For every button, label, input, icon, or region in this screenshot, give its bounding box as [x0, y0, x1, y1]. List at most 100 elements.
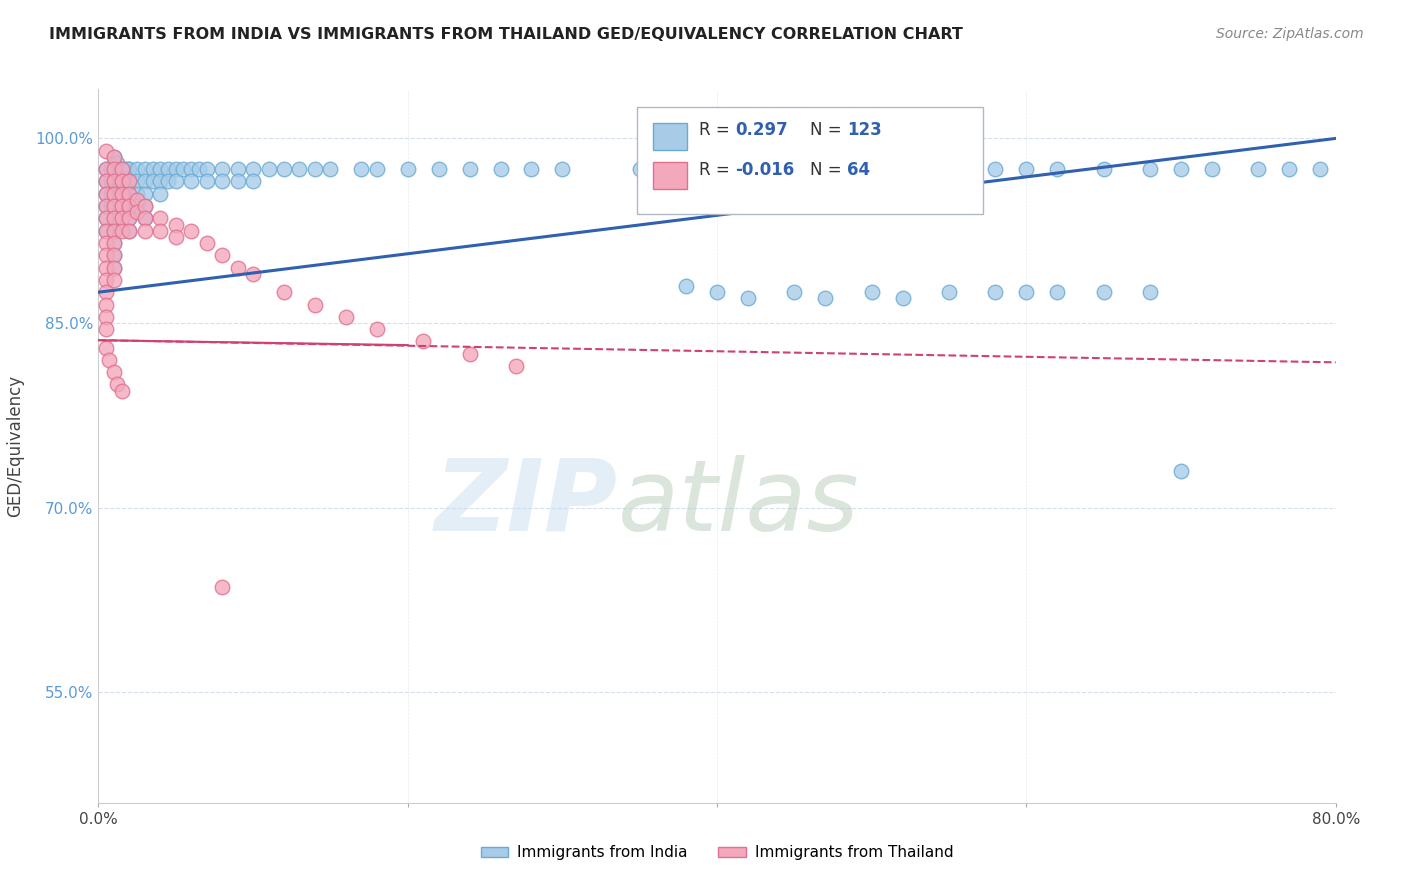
Point	[860, 162, 883, 177]
Point	[114, 174, 136, 188]
Point	[1139, 285, 1161, 300]
Text: 64: 64	[846, 161, 870, 178]
Point	[96, 273, 118, 287]
Point	[860, 285, 883, 300]
Point	[118, 224, 141, 238]
Point	[112, 169, 135, 183]
Point	[111, 186, 132, 201]
Point	[103, 224, 125, 238]
Point	[111, 174, 132, 188]
Point	[706, 285, 728, 300]
Point	[628, 162, 651, 177]
Point	[127, 162, 149, 177]
Point	[211, 581, 233, 595]
Point	[103, 224, 125, 238]
Point	[520, 162, 543, 177]
Point	[103, 199, 125, 213]
Point	[100, 199, 122, 213]
Point	[103, 186, 125, 201]
Point	[675, 162, 697, 177]
Text: Source: ZipAtlas.com: Source: ZipAtlas.com	[1216, 27, 1364, 41]
Point	[127, 193, 149, 207]
Point	[103, 174, 125, 188]
Point	[1092, 285, 1115, 300]
Point	[96, 162, 118, 177]
Point	[105, 156, 128, 170]
Point	[180, 174, 202, 188]
Point	[304, 297, 326, 311]
Point	[458, 347, 481, 361]
Point	[1201, 162, 1223, 177]
Point	[118, 224, 141, 238]
Text: N =: N =	[810, 161, 846, 178]
Point	[118, 211, 141, 226]
Point	[118, 162, 141, 177]
Point	[211, 248, 233, 262]
Point	[172, 162, 194, 177]
Point	[111, 162, 132, 177]
Point	[938, 285, 960, 300]
Point	[783, 285, 806, 300]
Point	[706, 162, 728, 177]
Point	[830, 162, 852, 177]
Text: 123: 123	[846, 121, 882, 139]
Point	[211, 162, 233, 177]
Point	[105, 169, 128, 183]
Text: R =: R =	[699, 121, 734, 139]
Point	[103, 365, 125, 379]
Point	[1092, 162, 1115, 177]
Point	[157, 162, 180, 177]
Point	[115, 169, 138, 183]
Point	[111, 174, 132, 188]
Point	[111, 199, 132, 213]
Point	[226, 162, 249, 177]
Point	[149, 174, 172, 188]
Point	[1139, 162, 1161, 177]
Text: ZIP: ZIP	[434, 455, 619, 551]
Point	[1015, 285, 1038, 300]
Point	[103, 162, 125, 177]
Point	[938, 162, 960, 177]
Point	[96, 248, 118, 262]
Point	[96, 211, 118, 226]
Point	[96, 186, 118, 201]
Point	[1046, 285, 1069, 300]
Point	[118, 211, 141, 226]
Point	[115, 180, 138, 194]
Point	[103, 235, 125, 250]
Point	[96, 186, 118, 201]
Point	[134, 186, 156, 201]
Point	[114, 162, 136, 177]
Point	[737, 291, 759, 305]
Point	[111, 224, 132, 238]
Point	[1170, 464, 1192, 478]
Point	[103, 211, 125, 226]
Point	[149, 186, 172, 201]
Legend: Immigrants from India, Immigrants from Thailand: Immigrants from India, Immigrants from T…	[474, 839, 960, 866]
Point	[111, 199, 132, 213]
Point	[118, 186, 141, 201]
Point	[366, 322, 388, 336]
Point	[304, 162, 326, 177]
Point	[118, 199, 141, 213]
Point	[107, 174, 129, 188]
Point	[799, 162, 821, 177]
Point	[814, 291, 837, 305]
Point	[103, 211, 125, 226]
Point	[134, 199, 156, 213]
Point	[134, 174, 156, 188]
Point	[108, 180, 131, 194]
Point	[366, 162, 388, 177]
Point	[117, 174, 139, 188]
Point	[96, 297, 118, 311]
Point	[427, 162, 450, 177]
Point	[127, 205, 149, 219]
Point	[96, 162, 118, 177]
Text: -0.016: -0.016	[735, 161, 794, 178]
Point	[98, 352, 121, 367]
FancyBboxPatch shape	[637, 107, 983, 214]
Point	[458, 162, 481, 177]
Point	[273, 285, 295, 300]
Point	[242, 267, 264, 281]
Point	[984, 285, 1007, 300]
